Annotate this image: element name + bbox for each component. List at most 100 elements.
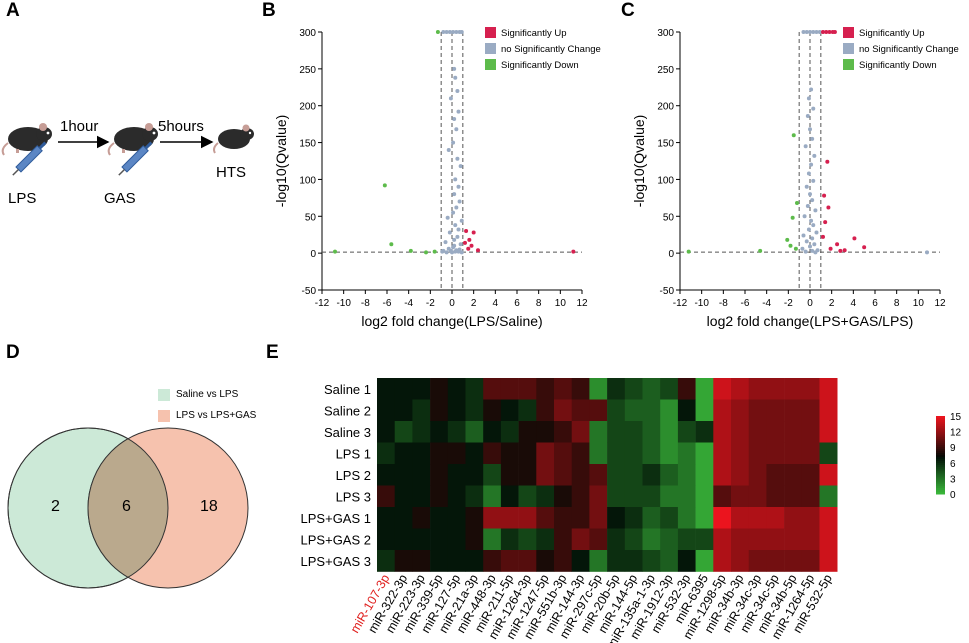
y-tick-label: 100 [657, 175, 674, 186]
step-label-1hour: 1hour [60, 118, 99, 135]
data-point [447, 30, 452, 34]
colorbar-segment [936, 486, 945, 489]
data-point [801, 30, 806, 34]
syringe-icon [12, 141, 47, 176]
data-point [788, 243, 793, 248]
data-point [424, 250, 428, 255]
heatmap-cell [660, 528, 679, 551]
heatmap-cell [801, 528, 820, 551]
colorbar-segment [936, 466, 945, 470]
heatmap-cell [412, 399, 431, 422]
heatmap-cell [483, 550, 502, 572]
heatmap-cell [571, 485, 590, 508]
heatmap-cell [447, 507, 466, 529]
colorbar-segment [936, 490, 945, 493]
colorbar-segment [936, 416, 945, 419]
venn-legend-saline: Saline vs LPS [176, 389, 239, 400]
data-point [464, 229, 469, 234]
data-point [823, 220, 828, 225]
heatmap-cell [500, 442, 519, 465]
heatmap-cell [412, 528, 431, 551]
heatmap-cell [624, 421, 643, 443]
colorbar-segment [936, 480, 945, 483]
legend-swatch [843, 27, 854, 38]
heatmap-cell [483, 378, 502, 400]
heatmap-cell [695, 464, 714, 486]
colorbar-segment [936, 445, 945, 448]
heatmap-cell [677, 378, 696, 400]
data-point [467, 237, 472, 242]
data-point [469, 243, 474, 248]
heatmap-cell [660, 464, 679, 486]
heatmap-cell [518, 485, 537, 508]
data-point [808, 244, 812, 249]
heatmap-cell [766, 550, 785, 572]
colorbar-segment [936, 417, 945, 421]
heatmap-cell [430, 421, 449, 443]
data-point [454, 127, 459, 132]
data-point [448, 96, 453, 101]
heatmap-cell [642, 421, 661, 443]
heatmap-cell [819, 378, 838, 400]
heatmap-cell [766, 442, 785, 465]
heatmap-cell [571, 442, 590, 465]
label-lps: LPS [8, 190, 37, 207]
heatmap-cell [465, 507, 484, 529]
data-point [806, 96, 811, 101]
heatmap-cell [731, 421, 749, 443]
legend-swatch [485, 43, 496, 54]
heatmap-row-label: LPS+GAS 3 [301, 554, 371, 569]
data-point [443, 240, 448, 245]
heatmap-cell [642, 507, 661, 529]
heatmap-cell [589, 442, 608, 465]
x-tick-label: 4 [851, 298, 857, 309]
heatmap-cell [589, 550, 608, 572]
heatmap-cell [377, 464, 395, 486]
data-point [805, 114, 810, 119]
heatmap-cell [377, 399, 395, 422]
heatmap-cell [624, 528, 643, 551]
heatmap-cell [731, 399, 749, 422]
heatmap-cell [412, 378, 431, 400]
colorbar-segment [936, 472, 945, 475]
heatmap-cell [624, 550, 643, 572]
heatmap-cell [483, 507, 502, 529]
heatmap-cell [500, 464, 519, 486]
heatmap-cell [483, 528, 502, 551]
colorbar-tick-label: 9 [950, 443, 956, 454]
heatmap-cell [536, 550, 555, 572]
heatmap-row-label: LPS 3 [336, 489, 371, 504]
heatmap-cell [554, 550, 572, 572]
heatmap-cell [801, 442, 820, 465]
x-tick-label: 8 [894, 298, 900, 309]
data-point [382, 183, 387, 188]
heatmap-cell [500, 378, 519, 400]
heatmap-cell [731, 507, 749, 529]
heatmap-cell [554, 378, 572, 400]
mouse-icon [1, 123, 52, 156]
data-point [452, 116, 457, 121]
data-point [455, 88, 460, 93]
data-point [925, 250, 929, 255]
heatmap-cell [377, 378, 395, 400]
y-tick-label: 300 [299, 28, 316, 39]
panel-label-d: D [6, 342, 20, 363]
y-tick-label: 150 [657, 139, 674, 150]
data-point [458, 242, 463, 247]
legend-label: Significantly Down [501, 60, 579, 71]
heatmap-cell [465, 378, 484, 400]
heatmap-cell [713, 464, 732, 486]
x-tick-label: 10 [555, 298, 567, 309]
heatmap-cell [766, 421, 785, 443]
mouse-icon [107, 123, 158, 156]
y-axis-label: -log10(Qvalue) [273, 115, 289, 208]
heatmap-cell [766, 378, 785, 400]
heatmap-cell [518, 550, 537, 572]
legend-label: Significantly Up [501, 28, 566, 39]
venn-count-right: 18 [200, 498, 218, 515]
data-point [811, 106, 816, 111]
heatmap-cell [660, 378, 679, 400]
heatmap-cell [554, 485, 572, 508]
heatmap-cell [554, 464, 572, 486]
heatmap-cell [377, 442, 395, 465]
